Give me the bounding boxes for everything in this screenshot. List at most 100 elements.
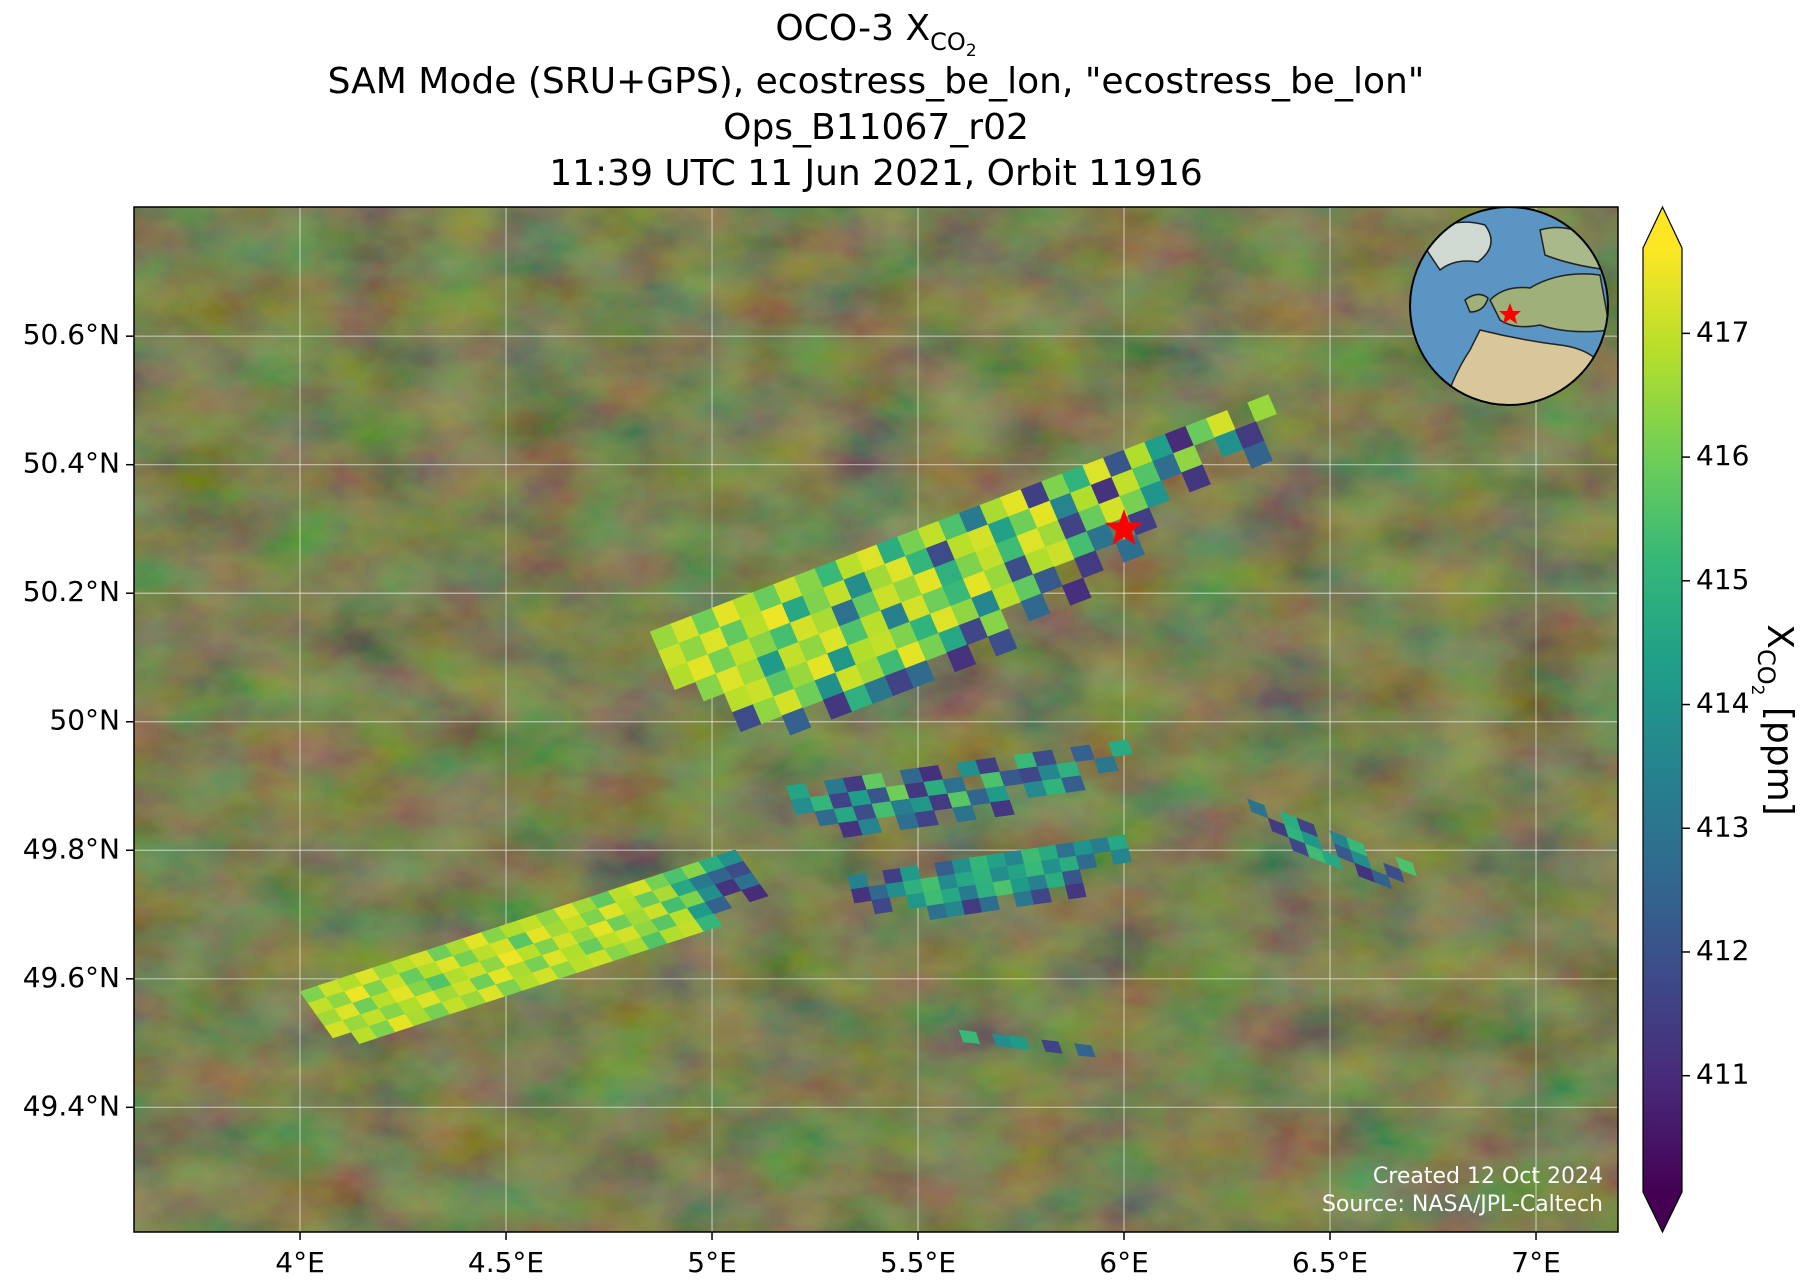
colorbar-tick-label: 416 bbox=[1696, 439, 1749, 472]
sounding bbox=[1089, 837, 1112, 854]
colorbar-tick-label: 412 bbox=[1696, 934, 1749, 967]
axes: 4°E 4.5°E 5°E 5.5°E 6°E 6.5°E 7°E 49.4°N 49.6°N 4… bbox=[23, 318, 1561, 1279]
sounding bbox=[1093, 756, 1119, 774]
subtitle-line: Ops_B11067_r02 bbox=[723, 107, 1029, 148]
sounding bbox=[987, 628, 1018, 657]
sounding bbox=[704, 895, 733, 915]
sounding bbox=[952, 804, 977, 823]
y-tick-label: 49.4°N bbox=[23, 1089, 120, 1122]
title-main: OCO-3 X bbox=[775, 8, 930, 49]
sounding bbox=[914, 810, 940, 828]
map-area: Created 12 Oct 2024 Source: NASA/JPL-Cal… bbox=[134, 207, 1618, 1232]
colorbar-tick-label: 411 bbox=[1696, 1058, 1749, 1091]
colorbar: 411 412 413 414 415 416 417 bbox=[1642, 205, 1749, 1234]
sounding bbox=[1058, 855, 1080, 873]
sounding bbox=[1061, 577, 1092, 606]
subtitle-line: SAM Mode (SRU+GPS), ecostress_be_lon, "e… bbox=[328, 61, 1425, 102]
soundings bbox=[299, 394, 1417, 1058]
globe-site bbox=[1499, 303, 1521, 324]
sounding bbox=[871, 897, 893, 915]
x-tick-label: 4°E bbox=[275, 1246, 325, 1279]
imagery-texture bbox=[134, 207, 1618, 1232]
sounding bbox=[1030, 887, 1052, 905]
globe-outline bbox=[1409, 207, 1609, 406]
sounding bbox=[990, 799, 1015, 818]
y-tick-label: 50.2°N bbox=[23, 575, 120, 608]
sounding bbox=[926, 903, 949, 921]
sounding bbox=[1321, 849, 1343, 871]
sounding bbox=[906, 892, 928, 910]
sounding bbox=[1110, 847, 1132, 865]
y-tick-label: 50.6°N bbox=[23, 318, 120, 351]
sounding bbox=[944, 900, 966, 918]
sounding bbox=[961, 898, 983, 915]
sounding bbox=[905, 660, 935, 689]
cbar-label-unit: [ppm] bbox=[1759, 695, 1800, 815]
x-tick-label: 7°E bbox=[1511, 1246, 1561, 1279]
sounding bbox=[1243, 440, 1273, 469]
sounding bbox=[1041, 1039, 1063, 1054]
sounding bbox=[1055, 842, 1077, 859]
sounding bbox=[1383, 862, 1405, 883]
sounding bbox=[857, 817, 883, 836]
x-tick-label: 4.5°E bbox=[468, 1246, 544, 1279]
sounding bbox=[1074, 1043, 1096, 1058]
sounding bbox=[1061, 869, 1084, 886]
sounding bbox=[1074, 550, 1104, 579]
colorbar-extend-max bbox=[1643, 207, 1682, 248]
title: OCO-3 XCO2 SAM Mode (SRU+GPS), ecostress… bbox=[328, 8, 1425, 194]
title-subsub: 2 bbox=[966, 41, 977, 61]
colorbar-tick-label: 414 bbox=[1696, 687, 1749, 720]
sounding bbox=[934, 860, 956, 877]
sounding bbox=[1140, 480, 1170, 509]
cbar-label-sub: CO bbox=[1752, 649, 1780, 685]
title-sub: CO bbox=[930, 28, 966, 56]
sounding bbox=[946, 644, 977, 673]
x-tick-label: 6°E bbox=[1099, 1246, 1149, 1279]
colorbar-tick-label: 415 bbox=[1696, 563, 1749, 596]
x-tick-label: 6.5°E bbox=[1292, 1246, 1368, 1279]
sounding bbox=[1013, 890, 1035, 908]
sounding bbox=[1008, 1035, 1030, 1050]
colorbar-outline bbox=[1642, 205, 1683, 1234]
annotation: Created 12 Oct 2024 bbox=[1373, 1164, 1603, 1189]
sounding bbox=[1003, 849, 1025, 867]
colorbar-extend-min bbox=[1643, 1192, 1682, 1232]
sounding bbox=[1181, 464, 1211, 493]
sounding bbox=[1006, 863, 1028, 881]
sounding bbox=[1107, 739, 1133, 757]
sounding bbox=[1020, 593, 1051, 622]
sounding bbox=[1075, 853, 1098, 870]
sounding bbox=[882, 867, 904, 885]
sounding bbox=[1247, 394, 1277, 423]
sounding bbox=[1065, 882, 1087, 900]
y-tick-label: 50°N bbox=[49, 704, 120, 737]
sounding bbox=[1044, 871, 1066, 889]
colorbar-tick-label: 417 bbox=[1696, 315, 1749, 348]
sounding bbox=[1370, 869, 1393, 890]
sounding bbox=[695, 913, 723, 932]
y-tick-label: 49.8°N bbox=[23, 832, 120, 865]
colorbar-label: XCO2 [ppm] bbox=[1747, 624, 1800, 815]
sounding bbox=[741, 884, 769, 903]
sounding bbox=[992, 879, 1014, 897]
map-frame bbox=[133, 206, 1619, 1233]
subtitle-line: 11:39 UTC 11 Jun 2021, Orbit 11916 bbox=[549, 153, 1203, 194]
sounding bbox=[885, 881, 907, 899]
sounding bbox=[978, 895, 1000, 913]
title-line: OCO-3 XCO2 bbox=[775, 8, 976, 61]
colorbar-body bbox=[1643, 248, 1682, 1192]
sounding bbox=[1395, 856, 1417, 877]
sounding bbox=[958, 884, 980, 902]
cbar-label-main: X bbox=[1759, 624, 1800, 649]
colorbar-tick-label: 413 bbox=[1696, 810, 1749, 843]
annotation: Source: NASA/JPL-Caltech bbox=[1322, 1192, 1603, 1217]
site-marker bbox=[1105, 509, 1143, 546]
sounding bbox=[1060, 775, 1086, 793]
y-tick-label: 49.6°N bbox=[23, 961, 120, 994]
x-tick-label: 5.5°E bbox=[880, 1246, 956, 1279]
site bbox=[1105, 509, 1143, 546]
sounding bbox=[850, 886, 873, 904]
